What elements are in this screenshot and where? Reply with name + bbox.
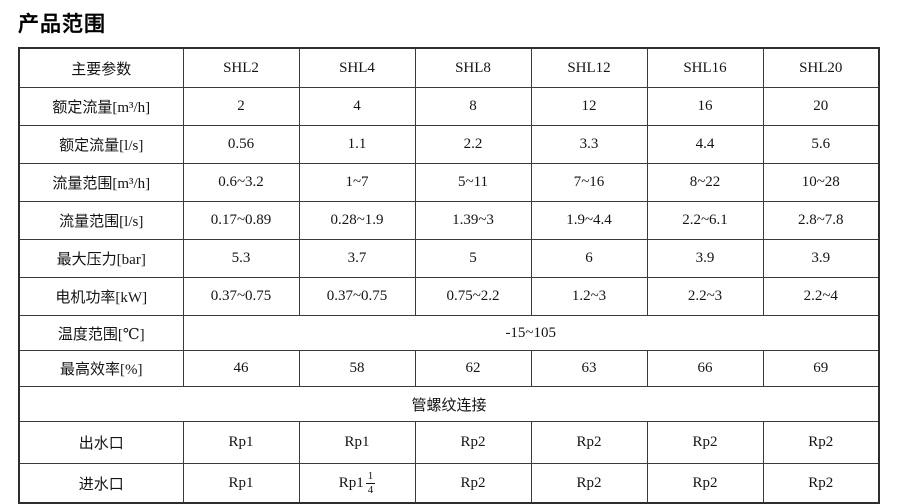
value-cell: 2.2 [414,125,532,164]
value-cell: 63 [530,350,648,387]
model-header-cell: SHL8 [414,47,532,88]
value-cell: 62 [414,350,532,387]
value-cell: 16 [646,87,764,126]
value-cell: 69 [762,350,880,387]
row-label-cell: 流量范围[m³/h] [18,163,184,202]
value-cell: Rp2 [414,463,532,504]
model-header-cell: SHL16 [646,47,764,88]
product-range-table: 主要参数 SHL2 SHL4 SHL8 SHL12 SHL16 SHL20 额定… [18,47,880,504]
row-label-cell: 额定流量[m³/h] [18,87,184,126]
value-cell: 0.37~0.75 [182,277,300,316]
value-cell-with-fraction: Rp1 1 4 [298,463,416,504]
table-row-max-pressure: 最大压力[bar] 5.3 3.7 5 6 3.9 3.9 [18,239,880,278]
value-cell: Rp2 [646,421,764,464]
value-cell: 6 [530,239,648,278]
value-cell: 2.2~3 [646,277,764,316]
temperature-range-merged-cell: -15~105 [182,315,880,351]
table-row-temperature-range: 温度范围[℃] -15~105 [18,315,880,351]
value-cell: 10~28 [762,163,880,202]
value-cell: 0.37~0.75 [298,277,416,316]
model-header-cell: SHL12 [530,47,648,88]
table-row-flow-range-m3h: 流量范围[m³/h] 0.6~3.2 1~7 5~11 7~16 8~22 10… [18,163,880,202]
value-cell: 5~11 [414,163,532,202]
value-cell: Rp2 [530,421,648,464]
table-row-connection-banner: 管螺纹连接 [18,386,880,422]
value-cell: Rp1 [298,421,416,464]
value-cell: 1~7 [298,163,416,202]
value-cell: Rp2 [414,421,532,464]
table-row-inlet: 进水口 Rp1 Rp1 1 4 Rp2 Rp2 Rp2 Rp2 [18,463,880,504]
value-cell: 0.17~0.89 [182,201,300,240]
value-cell: Rp2 [646,463,764,504]
model-header-cell: SHL20 [762,47,880,88]
table-row-outlet: 出水口 Rp1 Rp1 Rp2 Rp2 Rp2 Rp2 [18,421,880,464]
value-cell: 7~16 [530,163,648,202]
value-cell: Rp2 [530,463,648,504]
value-cell: 0.75~2.2 [414,277,532,316]
value-cell: 2.2~4 [762,277,880,316]
value-cell: 2.2~6.1 [646,201,764,240]
fraction-numerator: 1 [365,469,376,484]
value-cell: 58 [298,350,416,387]
value-cell: 3.9 [646,239,764,278]
row-label-cell: 进水口 [18,463,184,504]
fraction-denominator: 4 [367,483,374,496]
value-cell: 5 [414,239,532,278]
model-header-cell: SHL2 [182,47,300,88]
row-label-cell: 最大压力[bar] [18,239,184,278]
value-cell: 8~22 [646,163,764,202]
table-row-rated-flow-ls: 额定流量[l/s] 0.56 1.1 2.2 3.3 4.4 5.6 [18,125,880,164]
header-row: 主要参数 SHL2 SHL4 SHL8 SHL12 SHL16 SHL20 [18,47,880,88]
value-cell: 8 [414,87,532,126]
value-cell: 2 [182,87,300,126]
value-cell: 1.1 [298,125,416,164]
page-title: 产品范围 [18,13,106,36]
value-cell: 4 [298,87,416,126]
value-cell: Rp2 [762,421,880,464]
value-cell: 4.4 [646,125,764,164]
row-label-cell: 电机功率[kW] [18,277,184,316]
value-cell: 3.9 [762,239,880,278]
value-cell: 12 [530,87,648,126]
table-row-motor-power: 电机功率[kW] 0.37~0.75 0.37~0.75 0.75~2.2 1.… [18,277,880,316]
row-label-cell: 温度范围[℃] [18,315,184,351]
row-label-cell: 出水口 [18,421,184,464]
table-row-rated-flow-m3h: 额定流量[m³/h] 2 4 8 12 16 20 [18,87,880,126]
table-row-max-efficiency: 最高效率[%] 46 58 62 63 66 69 [18,350,880,387]
value-cell: 20 [762,87,880,126]
value-cell: 5.6 [762,125,880,164]
value-cell: Rp2 [762,463,880,504]
value-cell: Rp1 [182,463,300,504]
row-label-cell: 最高效率[%] [18,350,184,387]
value-cell: Rp1 [182,421,300,464]
value-cell: 66 [646,350,764,387]
row-label-cell: 额定流量[l/s] [18,125,184,164]
model-header-cell: SHL4 [298,47,416,88]
row-label-cell: 流量范围[l/s] [18,201,184,240]
value-cell: 1.2~3 [530,277,648,316]
value-cell: 2.8~7.8 [762,201,880,240]
value-cell: 1.9~4.4 [530,201,648,240]
value-cell: 0.28~1.9 [298,201,416,240]
value-cell: 3.3 [530,125,648,164]
table-row-flow-range-ls: 流量范围[l/s] 0.17~0.89 0.28~1.9 1.39~3 1.9~… [18,201,880,240]
inlet-size-prefix: Rp1 [338,474,364,491]
value-cell: 0.6~3.2 [182,163,300,202]
connection-banner-cell: 管螺纹连接 [18,386,880,422]
value-cell: 1.39~3 [414,201,532,240]
value-cell: 0.56 [182,125,300,164]
param-header-cell: 主要参数 [18,47,184,88]
value-cell: 5.3 [182,239,300,278]
value-cell: 46 [182,350,300,387]
value-cell: 3.7 [298,239,416,278]
